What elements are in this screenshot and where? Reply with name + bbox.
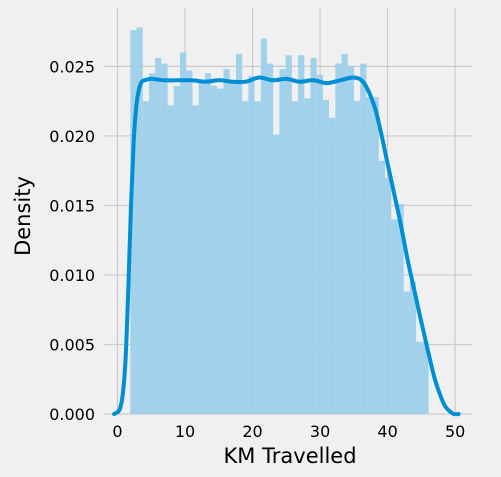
histogram-bar bbox=[291, 101, 299, 414]
histogram-bar bbox=[204, 73, 212, 415]
histogram-bar bbox=[161, 63, 168, 414]
histogram-bar bbox=[229, 83, 236, 415]
x-tick-label: 30 bbox=[310, 422, 330, 441]
histogram-bar bbox=[267, 63, 274, 414]
histogram-bar bbox=[242, 101, 249, 414]
histogram-bar bbox=[155, 58, 162, 414]
histogram-bar bbox=[341, 53, 348, 415]
histogram-bar bbox=[173, 85, 181, 415]
histogram-bar bbox=[329, 117, 336, 414]
x-tick-label: 0 bbox=[112, 422, 122, 441]
x-tick-label: 10 bbox=[175, 422, 195, 441]
histogram-bar bbox=[353, 101, 361, 414]
y-tick-label: 0.015 bbox=[49, 196, 95, 215]
histogram-bar bbox=[148, 73, 156, 415]
histogram-bar bbox=[136, 27, 143, 414]
histogram-bar bbox=[403, 291, 410, 414]
histogram-bar bbox=[254, 101, 261, 414]
x-tick-label: 50 bbox=[445, 422, 465, 441]
histogram-bar bbox=[186, 70, 193, 415]
histogram-bar bbox=[223, 69, 230, 414]
x-tick-label: 40 bbox=[377, 422, 397, 441]
histogram-bar bbox=[310, 58, 317, 414]
histogram-bar bbox=[372, 96, 379, 414]
histogram-bar bbox=[360, 63, 367, 414]
histogram-bar bbox=[130, 30, 137, 414]
y-tick-label: 0.010 bbox=[49, 266, 95, 285]
histogram-bar bbox=[235, 53, 243, 415]
histogram-bar bbox=[304, 98, 311, 414]
histogram-bar bbox=[192, 105, 199, 414]
histogram-bar bbox=[347, 66, 354, 414]
y-tick-label: 0.005 bbox=[49, 335, 95, 354]
histogram-bar bbox=[416, 341, 423, 414]
y-tick-label: 0.020 bbox=[49, 127, 95, 146]
histogram-bar bbox=[285, 55, 292, 414]
histogram-bar bbox=[298, 55, 305, 414]
histogram-bar bbox=[180, 52, 187, 414]
histogram-bar bbox=[322, 99, 330, 414]
histogram-bar bbox=[385, 177, 392, 414]
histogram-bar bbox=[167, 105, 174, 414]
histogram-bar bbox=[217, 88, 224, 415]
histogram-bar bbox=[248, 76, 255, 415]
x-axis-label: KM Travelled bbox=[223, 444, 356, 468]
x-tick-label: 20 bbox=[242, 422, 262, 441]
histogram-bar bbox=[198, 80, 205, 415]
histogram-bar bbox=[335, 63, 342, 414]
histogram-bar bbox=[316, 74, 323, 415]
histogram-bar bbox=[260, 38, 268, 414]
histogram-bar bbox=[409, 281, 417, 414]
histogram-bar bbox=[211, 85, 218, 415]
histogram-bar bbox=[279, 69, 286, 414]
histogram-bar bbox=[273, 134, 280, 414]
histogram-bar bbox=[397, 204, 404, 414]
y-axis-label: Density bbox=[11, 176, 35, 256]
tick-labels: 0.000 0.005 0.010 0.015 0.020 0.025 0 10 20 30 40 5… bbox=[49, 57, 465, 441]
histogram-bar bbox=[422, 341, 429, 414]
histogram-bar bbox=[378, 160, 386, 414]
histogram-bar bbox=[142, 101, 149, 414]
y-tick-label: 0.000 bbox=[49, 405, 95, 424]
histogram-bar bbox=[391, 219, 398, 414]
histogram-bars bbox=[130, 27, 429, 415]
histogram-bar bbox=[366, 96, 373, 414]
kde-curve bbox=[112, 75, 461, 417]
y-tick-label: 0.025 bbox=[49, 57, 95, 76]
